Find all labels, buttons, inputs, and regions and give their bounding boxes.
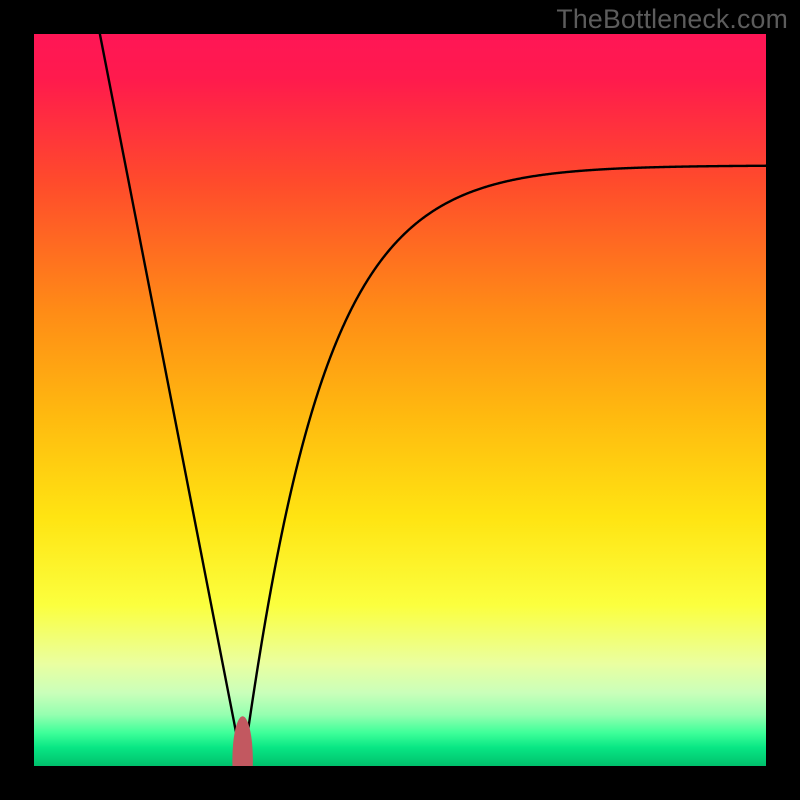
chart-stage: TheBottleneck.com [0, 0, 800, 800]
bottleneck-curve-plot [34, 34, 766, 766]
plot-background [34, 34, 766, 766]
watermark-text: TheBottleneck.com [556, 4, 788, 35]
